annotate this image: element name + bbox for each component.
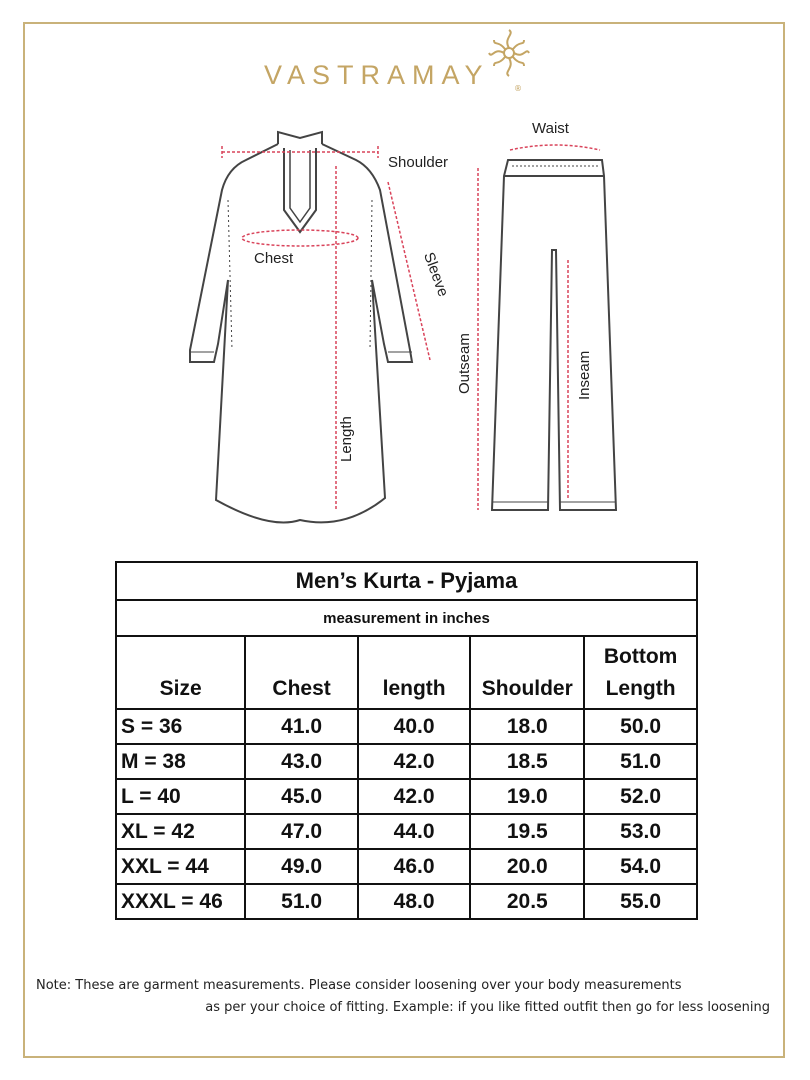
table-cell: XL = 42 — [114, 813, 247, 850]
table-cell: 42.0 — [356, 743, 472, 780]
table-row: XL = 42 47.0 44.0 19.5 53.0 — [114, 813, 698, 850]
table-cell: 55.0 — [583, 883, 698, 920]
brand-emblem-icon — [488, 29, 530, 77]
table-cell: 44.0 — [356, 813, 472, 850]
table-cell: 41.0 — [244, 708, 359, 745]
note: Note: These are garment measurements. Pl… — [36, 975, 770, 1019]
table-cell: 40.0 — [356, 708, 472, 745]
table-row: L = 40 45.0 42.0 19.0 52.0 — [114, 778, 698, 815]
table-cell: 52.0 — [583, 778, 698, 815]
table-cell: 42.0 — [356, 778, 472, 815]
header-chest: Chest — [244, 635, 359, 710]
table-cell: 18.0 — [469, 708, 586, 745]
shoulder-label: Shoulder — [388, 154, 449, 171]
table-title: Men’s Kurta - Pyjama — [115, 561, 698, 601]
table-cell: M = 38 — [114, 743, 247, 780]
length-label: Length — [338, 416, 355, 462]
table-cell: S = 36 — [114, 708, 247, 745]
table-cell: 18.5 — [469, 743, 586, 780]
table-subtitle: measurement in inches — [115, 599, 698, 637]
kurta-outline — [189, 143, 414, 524]
table-cell: 45.0 — [244, 778, 359, 815]
outseam-label: Outseam — [456, 333, 473, 394]
chest-label: Chest — [254, 250, 294, 267]
note-line-1: Note: These are garment measurements. Pl… — [36, 978, 682, 993]
table-row: S = 36 41.0 40.0 18.0 50.0 — [114, 708, 698, 745]
table-header-row: Size Chest length Shoulder Bottom Length — [114, 635, 698, 710]
table-cell: 54.0 — [583, 848, 698, 885]
size-chart-table: Men’s Kurta - Pyjama measurement in inch… — [114, 561, 698, 920]
table-cell: 53.0 — [583, 813, 698, 850]
inseam-label: Inseam — [576, 350, 593, 400]
table-cell: 51.0 — [244, 883, 359, 920]
table-cell: 48.0 — [356, 883, 472, 920]
table-row: XXXL = 46 51.0 48.0 20.5 55.0 — [114, 883, 698, 920]
table-row: XXL = 44 49.0 46.0 20.0 54.0 — [114, 848, 698, 885]
table-cell: 20.5 — [469, 883, 586, 920]
table-cell: 19.0 — [469, 778, 586, 815]
table-cell: 51.0 — [583, 743, 698, 780]
header-shoulder: Shoulder — [469, 635, 586, 710]
table-cell: XXL = 44 — [114, 848, 247, 885]
table-cell: 46.0 — [356, 848, 472, 885]
table-cell: 47.0 — [244, 813, 359, 850]
table-cell: 19.5 — [469, 813, 586, 850]
header-bottom-length: Bottom Length — [583, 635, 698, 710]
table-cell: L = 40 — [114, 778, 247, 815]
brand-logo: VASTRAMAY — [264, 60, 490, 90]
table-row: M = 38 43.0 42.0 18.5 51.0 — [114, 743, 698, 780]
page-frame — [23, 22, 785, 1058]
note-line-2: as per your choice of fitting. Example: … — [205, 1000, 770, 1015]
header-length: length — [356, 635, 472, 710]
table-cell: 50.0 — [583, 708, 698, 745]
table-cell: 43.0 — [244, 743, 359, 780]
header-size: Size — [114, 635, 247, 710]
table-cell: 20.0 — [469, 848, 586, 885]
table-cell: XXXL = 46 — [114, 883, 247, 920]
waist-label: Waist — [532, 120, 569, 137]
registered-mark: ® — [514, 84, 522, 93]
table-cell: 49.0 — [244, 848, 359, 885]
pyjama-outline — [490, 159, 618, 511]
garment-diagram — [189, 130, 618, 524]
